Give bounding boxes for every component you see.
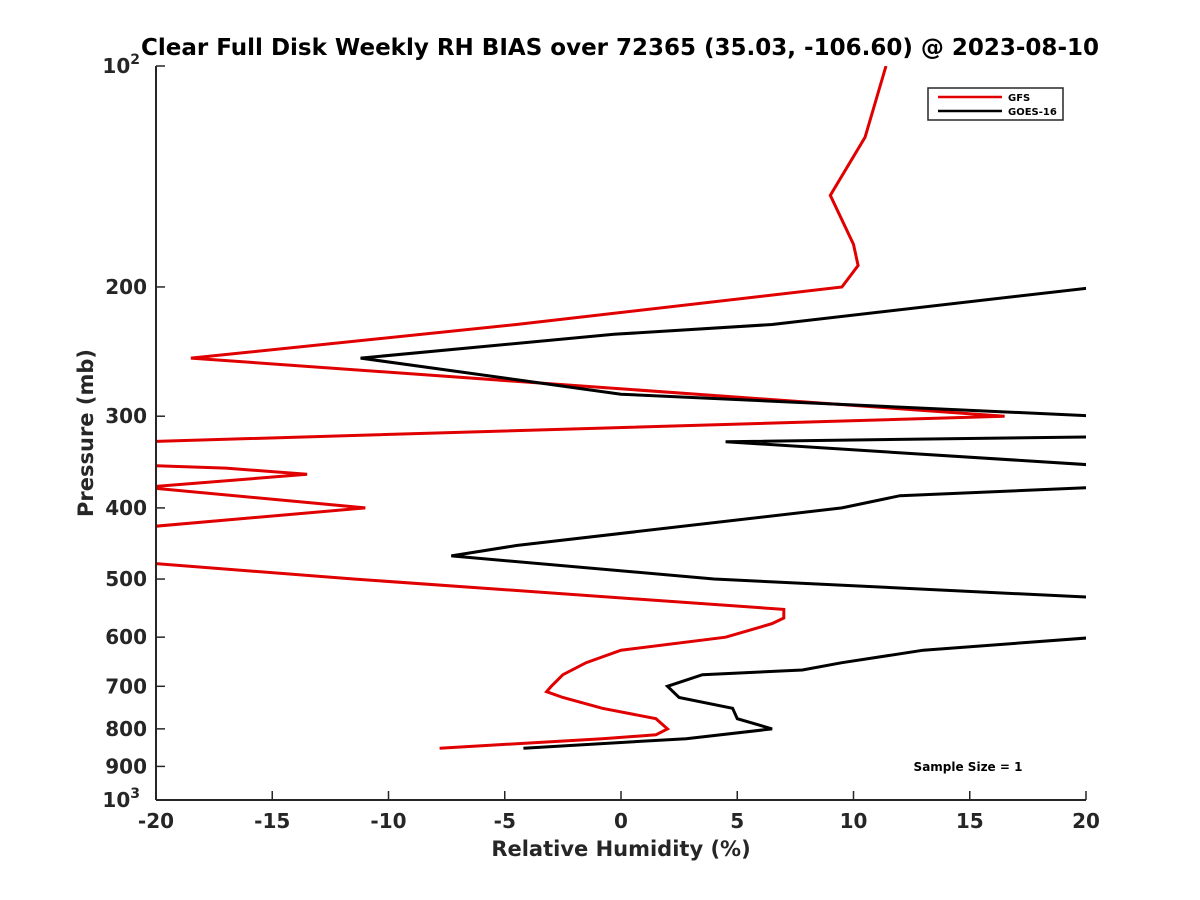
x-tick-label: 0 <box>614 809 628 833</box>
x-tick-label: -15 <box>254 809 290 833</box>
x-tick-label: 15 <box>956 809 984 833</box>
y-tick-label: 700 <box>105 674 147 698</box>
y-tick-label: 103 <box>102 786 140 812</box>
y-tick-label: 400 <box>105 496 147 520</box>
legend-label-gfs: GFS <box>1008 93 1030 104</box>
y-tick-label: 500 <box>105 567 147 591</box>
legend: GFS GOES-16 <box>927 87 1064 121</box>
y-axis-title: Pressure (mb) <box>74 349 98 517</box>
legend-label-goes16: GOES-16 <box>1008 107 1057 118</box>
series-line-gfs <box>156 66 1005 750</box>
y-tick-label: 600 <box>105 625 147 649</box>
x-tick-label: -20 <box>138 809 174 833</box>
plot-axes <box>155 66 1086 801</box>
y-tick-label: 900 <box>105 754 147 778</box>
y-ticks: 102 200 300 400 500 600 700 800 900 103 <box>102 52 165 812</box>
series-layer <box>156 66 1086 750</box>
y-tick-label: 300 <box>105 404 147 428</box>
x-tick-label: -5 <box>494 809 516 833</box>
x-axis-title: Relative Humidity (%) <box>491 837 750 861</box>
y-tick-label: 102 <box>102 52 140 78</box>
x-tick-label: 10 <box>840 809 868 833</box>
series-line-goes16 <box>360 286 1086 750</box>
x-tick-label: -10 <box>370 809 406 833</box>
x-ticks: -20 -15 -10 -5 0 5 10 15 20 <box>138 791 1100 833</box>
sample-size-annotation: Sample Size = 1 <box>914 760 1023 774</box>
y-tick-label: 800 <box>105 717 147 741</box>
y-tick-label: 200 <box>105 275 147 299</box>
x-tick-label: 5 <box>730 809 744 833</box>
x-tick-label: 20 <box>1072 809 1100 833</box>
chart-title: Clear Full Disk Weekly RH BIAS over 7236… <box>141 35 1099 61</box>
legend-box <box>927 87 1064 121</box>
